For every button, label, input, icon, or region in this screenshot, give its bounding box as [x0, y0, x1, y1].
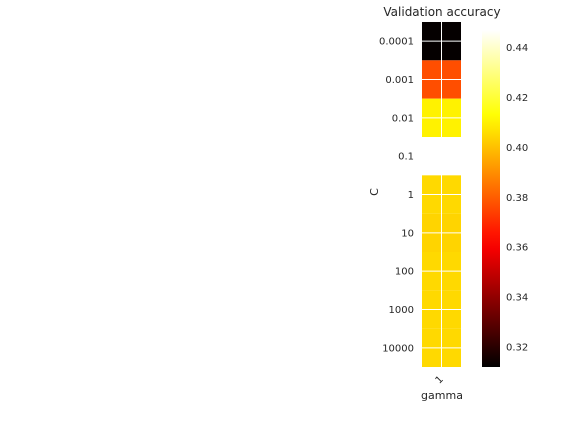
x-tick-labels: 1: [434, 374, 446, 386]
y-tick-labels: 0.0001 0.001 0.01 0.1 1 10 100 1000 10000: [379, 37, 414, 355]
heatmap-grid: [422, 22, 461, 367]
y-tick-label: 100: [395, 267, 414, 278]
y-tick-label: 1000: [389, 305, 414, 316]
colorbar-tick-label: 0.36: [506, 243, 528, 254]
colorbar-tick-label: 0.42: [506, 93, 528, 104]
x-axis-label: gamma: [421, 389, 463, 402]
colorbar-gradient: [482, 30, 500, 367]
colorbar-tick-label: 0.40: [506, 143, 528, 154]
y-tick-label: 0.001: [385, 75, 414, 86]
x-tick-label: 1: [434, 374, 446, 386]
colorbar-tick-label: 0.34: [506, 293, 528, 304]
chart-title: Validation accuracy: [383, 5, 500, 19]
y-axis-label: C: [368, 188, 381, 196]
y-tick-label: 1: [408, 190, 414, 201]
colorbar-tick-label: 0.44: [506, 43, 528, 54]
y-tick-label: 10: [401, 228, 414, 239]
colorbar-tick-label: 0.32: [506, 343, 528, 354]
y-tick-label: 0.01: [392, 113, 414, 124]
colorbar-tick-label: 0.38: [506, 193, 528, 204]
y-tick-label: 0.0001: [379, 37, 414, 48]
y-tick-label: 0.1: [398, 152, 414, 163]
y-tick-label: 10000: [382, 343, 414, 354]
colorbar: 0.32 0.34 0.36 0.38 0.40 0.42 0.44: [482, 30, 528, 367]
